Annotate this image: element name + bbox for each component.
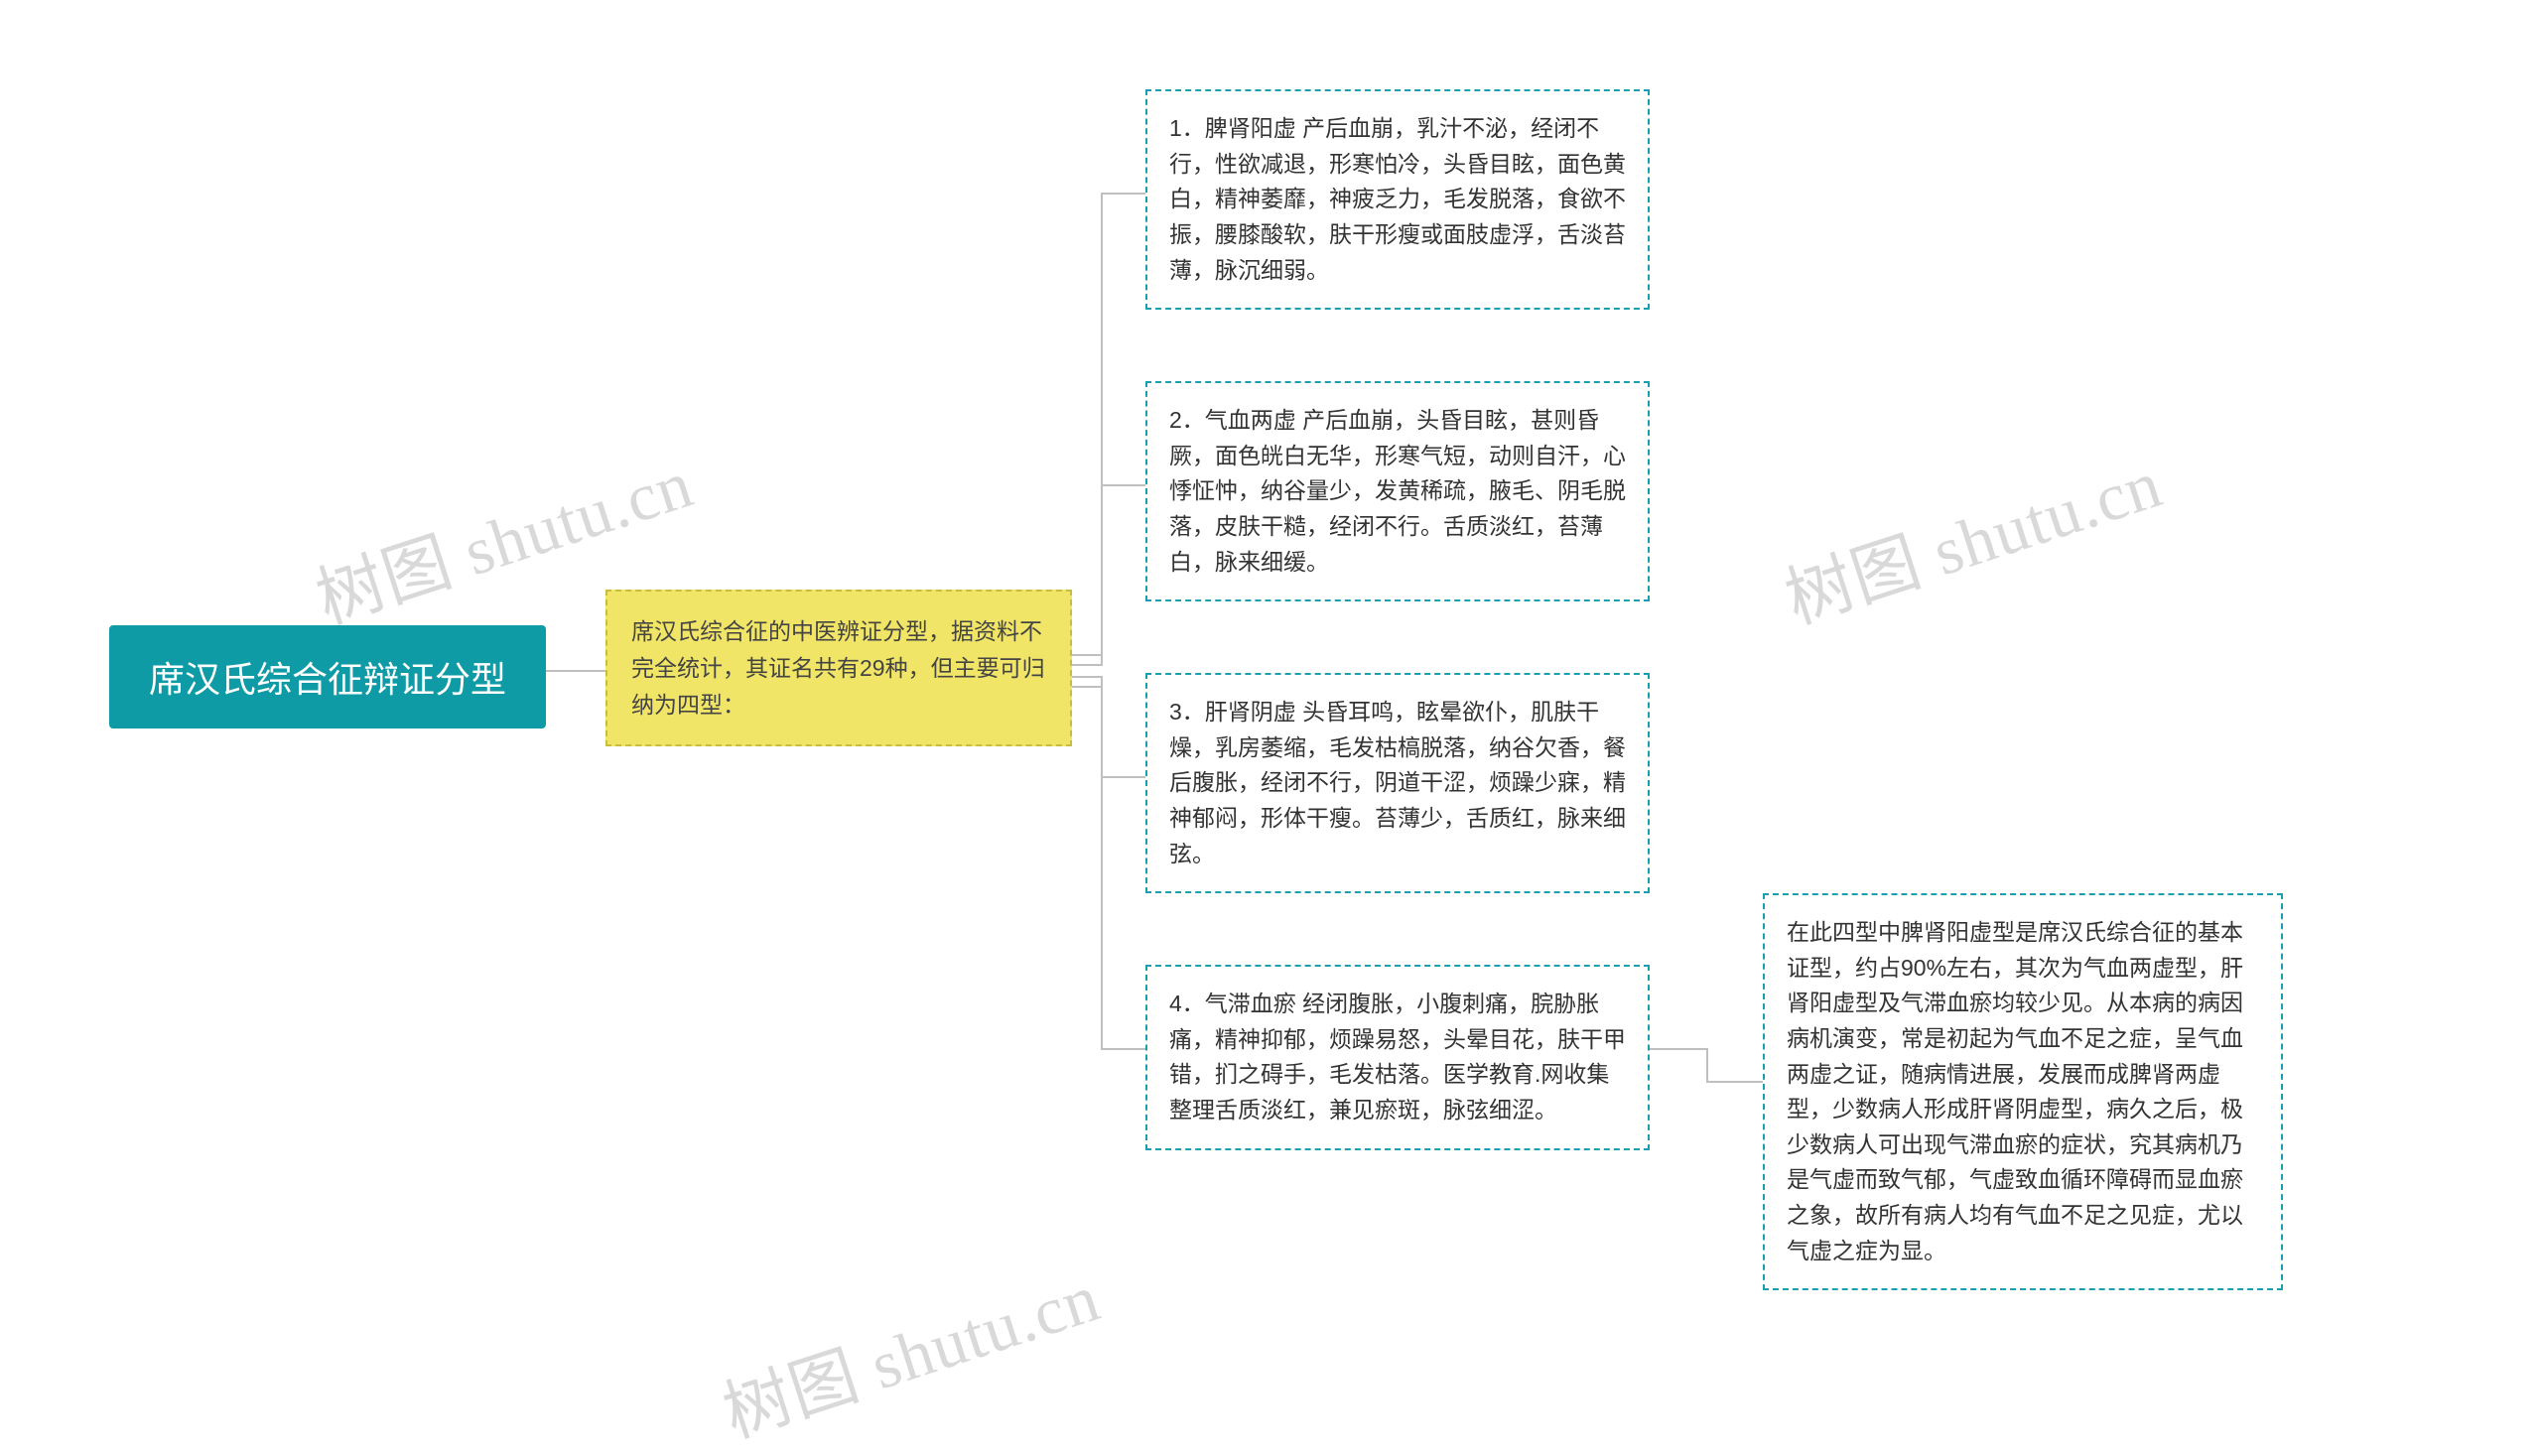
type-text: 4．气滞血瘀 经闭腹胀，小腹刺痛，脘胁胀痛，精神抑郁，烦躁易怒，头晕目花，肤干甲…: [1169, 991, 1626, 1123]
watermark-text: 树图 shutu.cn: [1777, 446, 2171, 638]
type-node-4: 4．气滞血瘀 经闭腹胀，小腹刺痛，脘胁胀痛，精神抑郁，烦躁易怒，头晕目花，肤干甲…: [1145, 965, 1650, 1150]
type-text: 2．气血两虚 产后血崩，头昏目眩，甚则昏厥，面色㿠白无华，形寒气短，动则自汗，心…: [1169, 407, 1626, 575]
type-node-3: 3．肝肾阴虚 头昏耳鸣，眩晕欲仆，肌肤干燥，乳房萎缩，毛发枯槁脱落，纳谷欠香，餐…: [1145, 673, 1650, 893]
intro-text: 席汉氏综合征的中医辨证分型，据资料不完全统计，其证名共有29种，但主要可归纳为四…: [631, 618, 1045, 718]
root-node: 席汉氏综合征辩证分型: [109, 625, 546, 728]
summary-text: 在此四型中脾肾阳虚型是席汉氏综合征的基本证型，约占90%左右，其次为气血两虚型，…: [1787, 919, 2243, 1263]
root-title: 席汉氏综合征辩证分型: [149, 659, 506, 700]
type-text: 3．肝肾阴虚 头昏耳鸣，眩晕欲仆，肌肤干燥，乳房萎缩，毛发枯槁脱落，纳谷欠香，餐…: [1169, 699, 1626, 866]
watermark: 树图 shutu.cn: [1771, 429, 2172, 642]
intro-node: 席汉氏综合征的中医辨证分型，据资料不完全统计，其证名共有29种，但主要可归纳为四…: [605, 590, 1072, 746]
type-node-1: 1．脾肾阳虚 产后血崩，乳汁不泌，经闭不行，性欲减退，形寒怕冷，头昏目眩，面色黄…: [1145, 89, 1650, 310]
summary-node: 在此四型中脾肾阳虚型是席汉氏综合征的基本证型，约占90%左右，其次为气血两虚型，…: [1763, 893, 2283, 1290]
type-node-2: 2．气血两虚 产后血崩，头昏目眩，甚则昏厥，面色㿠白无华，形寒气短，动则自汗，心…: [1145, 381, 1650, 601]
watermark-text: 树图 shutu.cn: [715, 1259, 1109, 1452]
type-text: 1．脾肾阳虚 产后血崩，乳汁不泌，经闭不行，性欲减退，形寒怕冷，头昏目眩，面色黄…: [1169, 115, 1626, 283]
watermark: 树图 shutu.cn: [709, 1243, 1110, 1456]
